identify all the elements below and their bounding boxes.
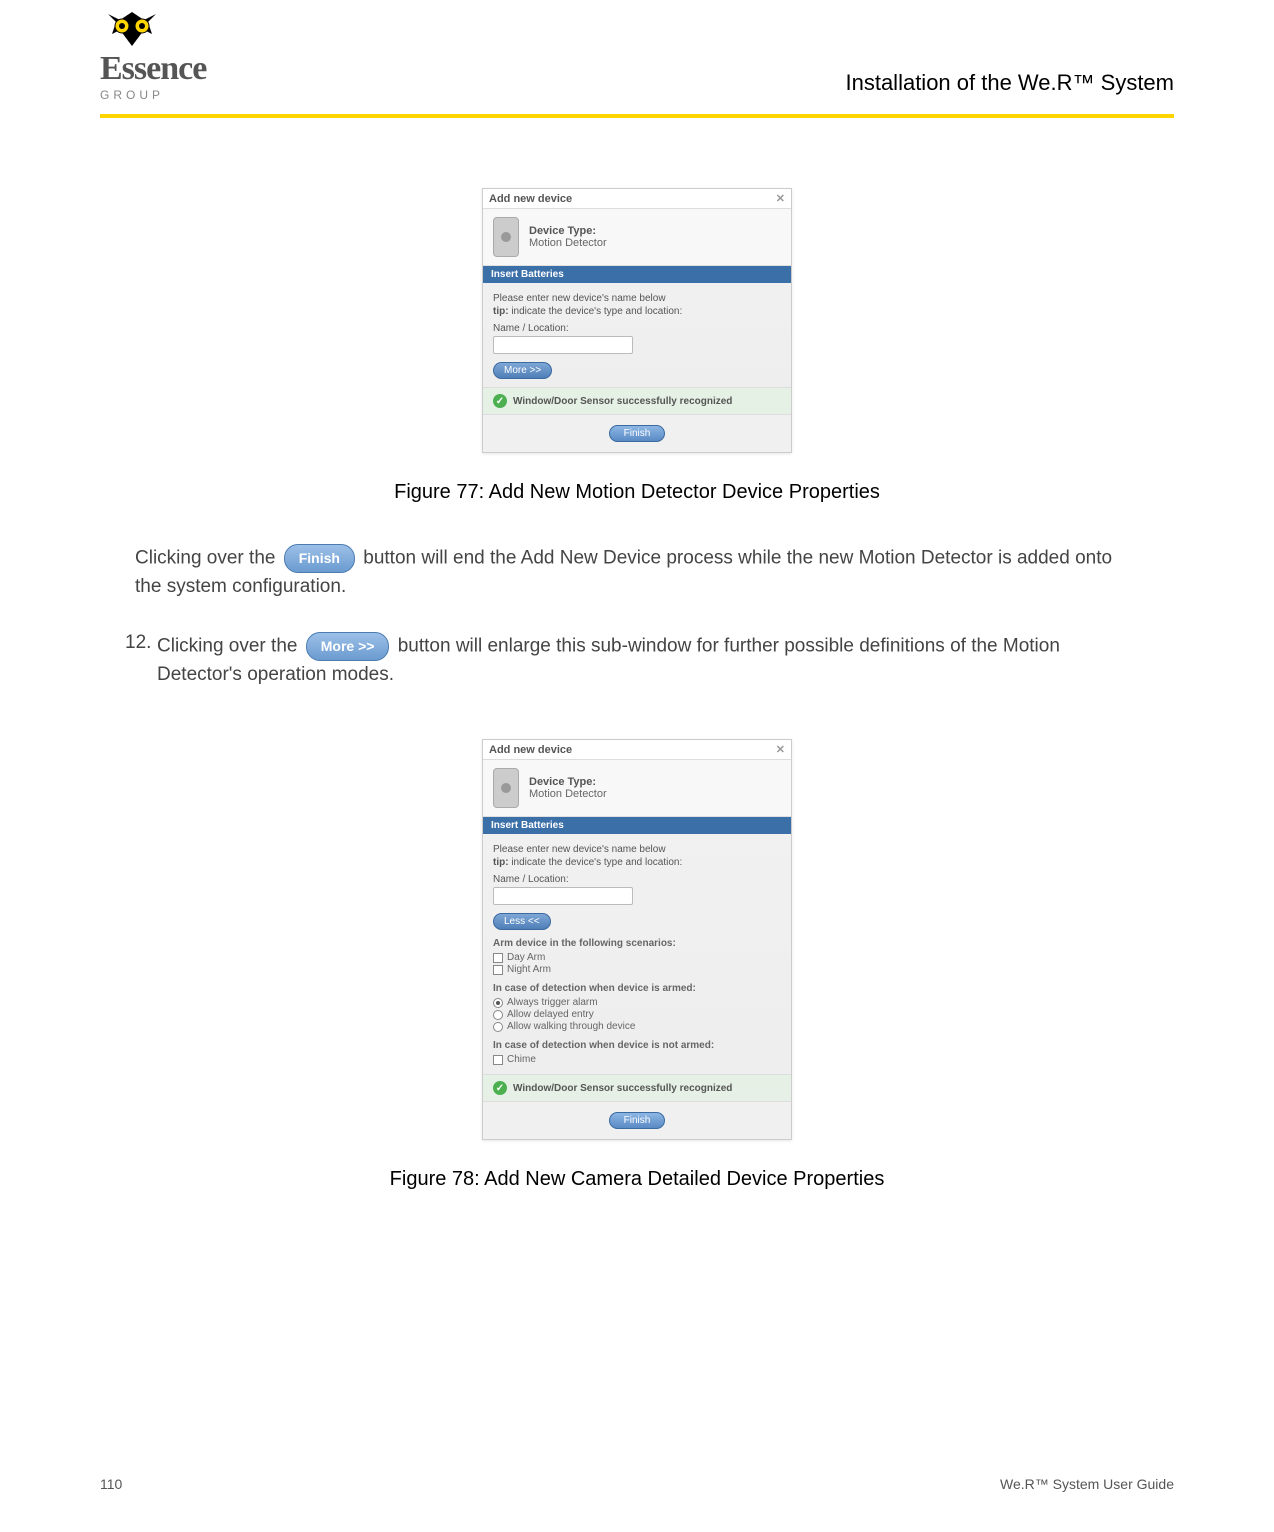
radio-icon[interactable] — [493, 998, 503, 1008]
not-armed-detection-title: In case of detection when device is not … — [493, 1040, 781, 1051]
page-number: 110 — [100, 1476, 122, 1492]
header-title: Installation of the We.R™ System — [845, 70, 1174, 102]
armed-detection-title: In case of detection when device is arme… — [493, 983, 781, 994]
tip-line: tip: indicate the device's type and loca… — [493, 306, 781, 317]
checkbox-icon[interactable] — [493, 953, 503, 963]
dialog1-title: Add new device — [489, 193, 572, 205]
device-icon — [493, 217, 519, 257]
dialog1-footer: Finish — [483, 414, 791, 452]
device-type-value: Motion Detector — [529, 237, 607, 249]
tip-text: indicate the device's type and location: — [511, 857, 682, 868]
device-type-label: Device Type: — [529, 225, 607, 237]
para2-a: Clicking over the — [157, 635, 303, 656]
device-icon — [493, 768, 519, 808]
tip-text: indicate the device's type and location: — [511, 306, 682, 317]
inline-finish-button[interactable]: Finish — [284, 544, 355, 573]
always-trigger-label: Always trigger alarm — [507, 997, 598, 1008]
chime-option[interactable]: Chime — [493, 1054, 781, 1065]
close-icon[interactable]: ✕ — [776, 192, 785, 205]
dialog2-title: Add new device — [489, 744, 572, 756]
check-icon: ✓ — [493, 394, 507, 408]
add-device-dialog-1: Add new device ✕ Device Type: Motion Det… — [482, 188, 792, 453]
name-location-input[interactable] — [493, 336, 633, 354]
success-text: Window/Door Sensor successfully recogniz… — [513, 1083, 732, 1094]
inline-more-button[interactable]: More >> — [306, 632, 390, 661]
page-footer: 110 We.R™ System User Guide — [100, 1476, 1174, 1492]
finish-button[interactable]: Finish — [609, 1112, 666, 1129]
check-icon: ✓ — [493, 1081, 507, 1095]
dialog1-header: Device Type: Motion Detector — [483, 209, 791, 266]
logo-block: Essence GROUP — [100, 10, 206, 102]
device-type-label: Device Type: — [529, 776, 607, 788]
checkbox-icon[interactable] — [493, 965, 503, 975]
always-trigger-option[interactable]: Always trigger alarm — [493, 997, 781, 1008]
page-header: Essence GROUP Installation of the We.R™ … — [100, 10, 1174, 110]
dialog1-wrap: Add new device ✕ Device Type: Motion Det… — [125, 188, 1149, 453]
close-icon[interactable]: ✕ — [776, 743, 785, 756]
walk-through-label: Allow walking through device — [507, 1021, 635, 1032]
paragraph-more: Clicking over the More >> button will en… — [157, 632, 1139, 690]
dialog2-wrap: Add new device ✕ Device Type: Motion Det… — [125, 739, 1149, 1140]
para1-b: button will end the Add New Device proce… — [135, 548, 1112, 598]
less-button[interactable]: Less << — [493, 913, 551, 930]
success-row: ✓ Window/Door Sensor successfully recogn… — [483, 387, 791, 414]
walk-through-option[interactable]: Allow walking through device — [493, 1021, 781, 1032]
para1-a: Clicking over the — [135, 548, 281, 569]
figure-77-caption: Figure 77: Add New Motion Detector Devic… — [125, 481, 1149, 504]
step-12-row: 12. Clicking over the More >> button wil… — [125, 632, 1139, 690]
device-type-value: Motion Detector — [529, 788, 607, 800]
day-arm-label: Day Arm — [507, 952, 545, 963]
dialog1-body: Please enter new device's name below tip… — [483, 283, 791, 387]
arm-scenarios-title: Arm device in the following scenarios: — [493, 938, 781, 949]
page-content: Add new device ✕ Device Type: Motion Det… — [100, 118, 1174, 1191]
chime-label: Chime — [507, 1054, 536, 1065]
radio-icon[interactable] — [493, 1010, 503, 1020]
step-12-number: 12. — [125, 632, 151, 690]
owl-icon — [100, 10, 164, 54]
tip-line: tip: indicate the device's type and loca… — [493, 857, 781, 868]
name-location-label: Name / Location: — [493, 323, 781, 334]
day-arm-option[interactable]: Day Arm — [493, 952, 781, 963]
tip-label: tip: — [493, 857, 509, 868]
dialog2-titlebar: Add new device ✕ — [483, 740, 791, 760]
delayed-entry-label: Allow delayed entry — [507, 1009, 594, 1020]
enter-name-line: Please enter new device's name below — [493, 293, 781, 304]
paragraph-finish: Clicking over the Finish button will end… — [135, 544, 1139, 602]
success-text: Window/Door Sensor successfully recogniz… — [513, 396, 732, 407]
finish-button[interactable]: Finish — [609, 425, 666, 442]
figure-78-caption: Figure 78: Add New Camera Detailed Devic… — [125, 1168, 1149, 1191]
footer-guide: We.R™ System User Guide — [1000, 1476, 1174, 1492]
tip-label: tip: — [493, 306, 509, 317]
brand-sub: GROUP — [100, 88, 164, 102]
name-location-input[interactable] — [493, 887, 633, 905]
radio-icon[interactable] — [493, 1022, 503, 1032]
more-button[interactable]: More >> — [493, 362, 552, 379]
dialog1-titlebar: Add new device ✕ — [483, 189, 791, 209]
dialog2-body: Please enter new device's name below tip… — [483, 834, 791, 1074]
section-bar: Insert Batteries — [483, 817, 791, 834]
night-arm-label: Night Arm — [507, 964, 551, 975]
name-location-label: Name / Location: — [493, 874, 781, 885]
checkbox-icon[interactable] — [493, 1055, 503, 1065]
brand-name: Essence — [100, 50, 206, 88]
section-bar: Insert Batteries — [483, 266, 791, 283]
dialog2-header: Device Type: Motion Detector — [483, 760, 791, 817]
enter-name-line: Please enter new device's name below — [493, 844, 781, 855]
success-row: ✓ Window/Door Sensor successfully recogn… — [483, 1074, 791, 1101]
dialog2-footer: Finish — [483, 1101, 791, 1139]
delayed-entry-option[interactable]: Allow delayed entry — [493, 1009, 781, 1020]
add-device-dialog-2: Add new device ✕ Device Type: Motion Det… — [482, 739, 792, 1140]
night-arm-option[interactable]: Night Arm — [493, 964, 781, 975]
